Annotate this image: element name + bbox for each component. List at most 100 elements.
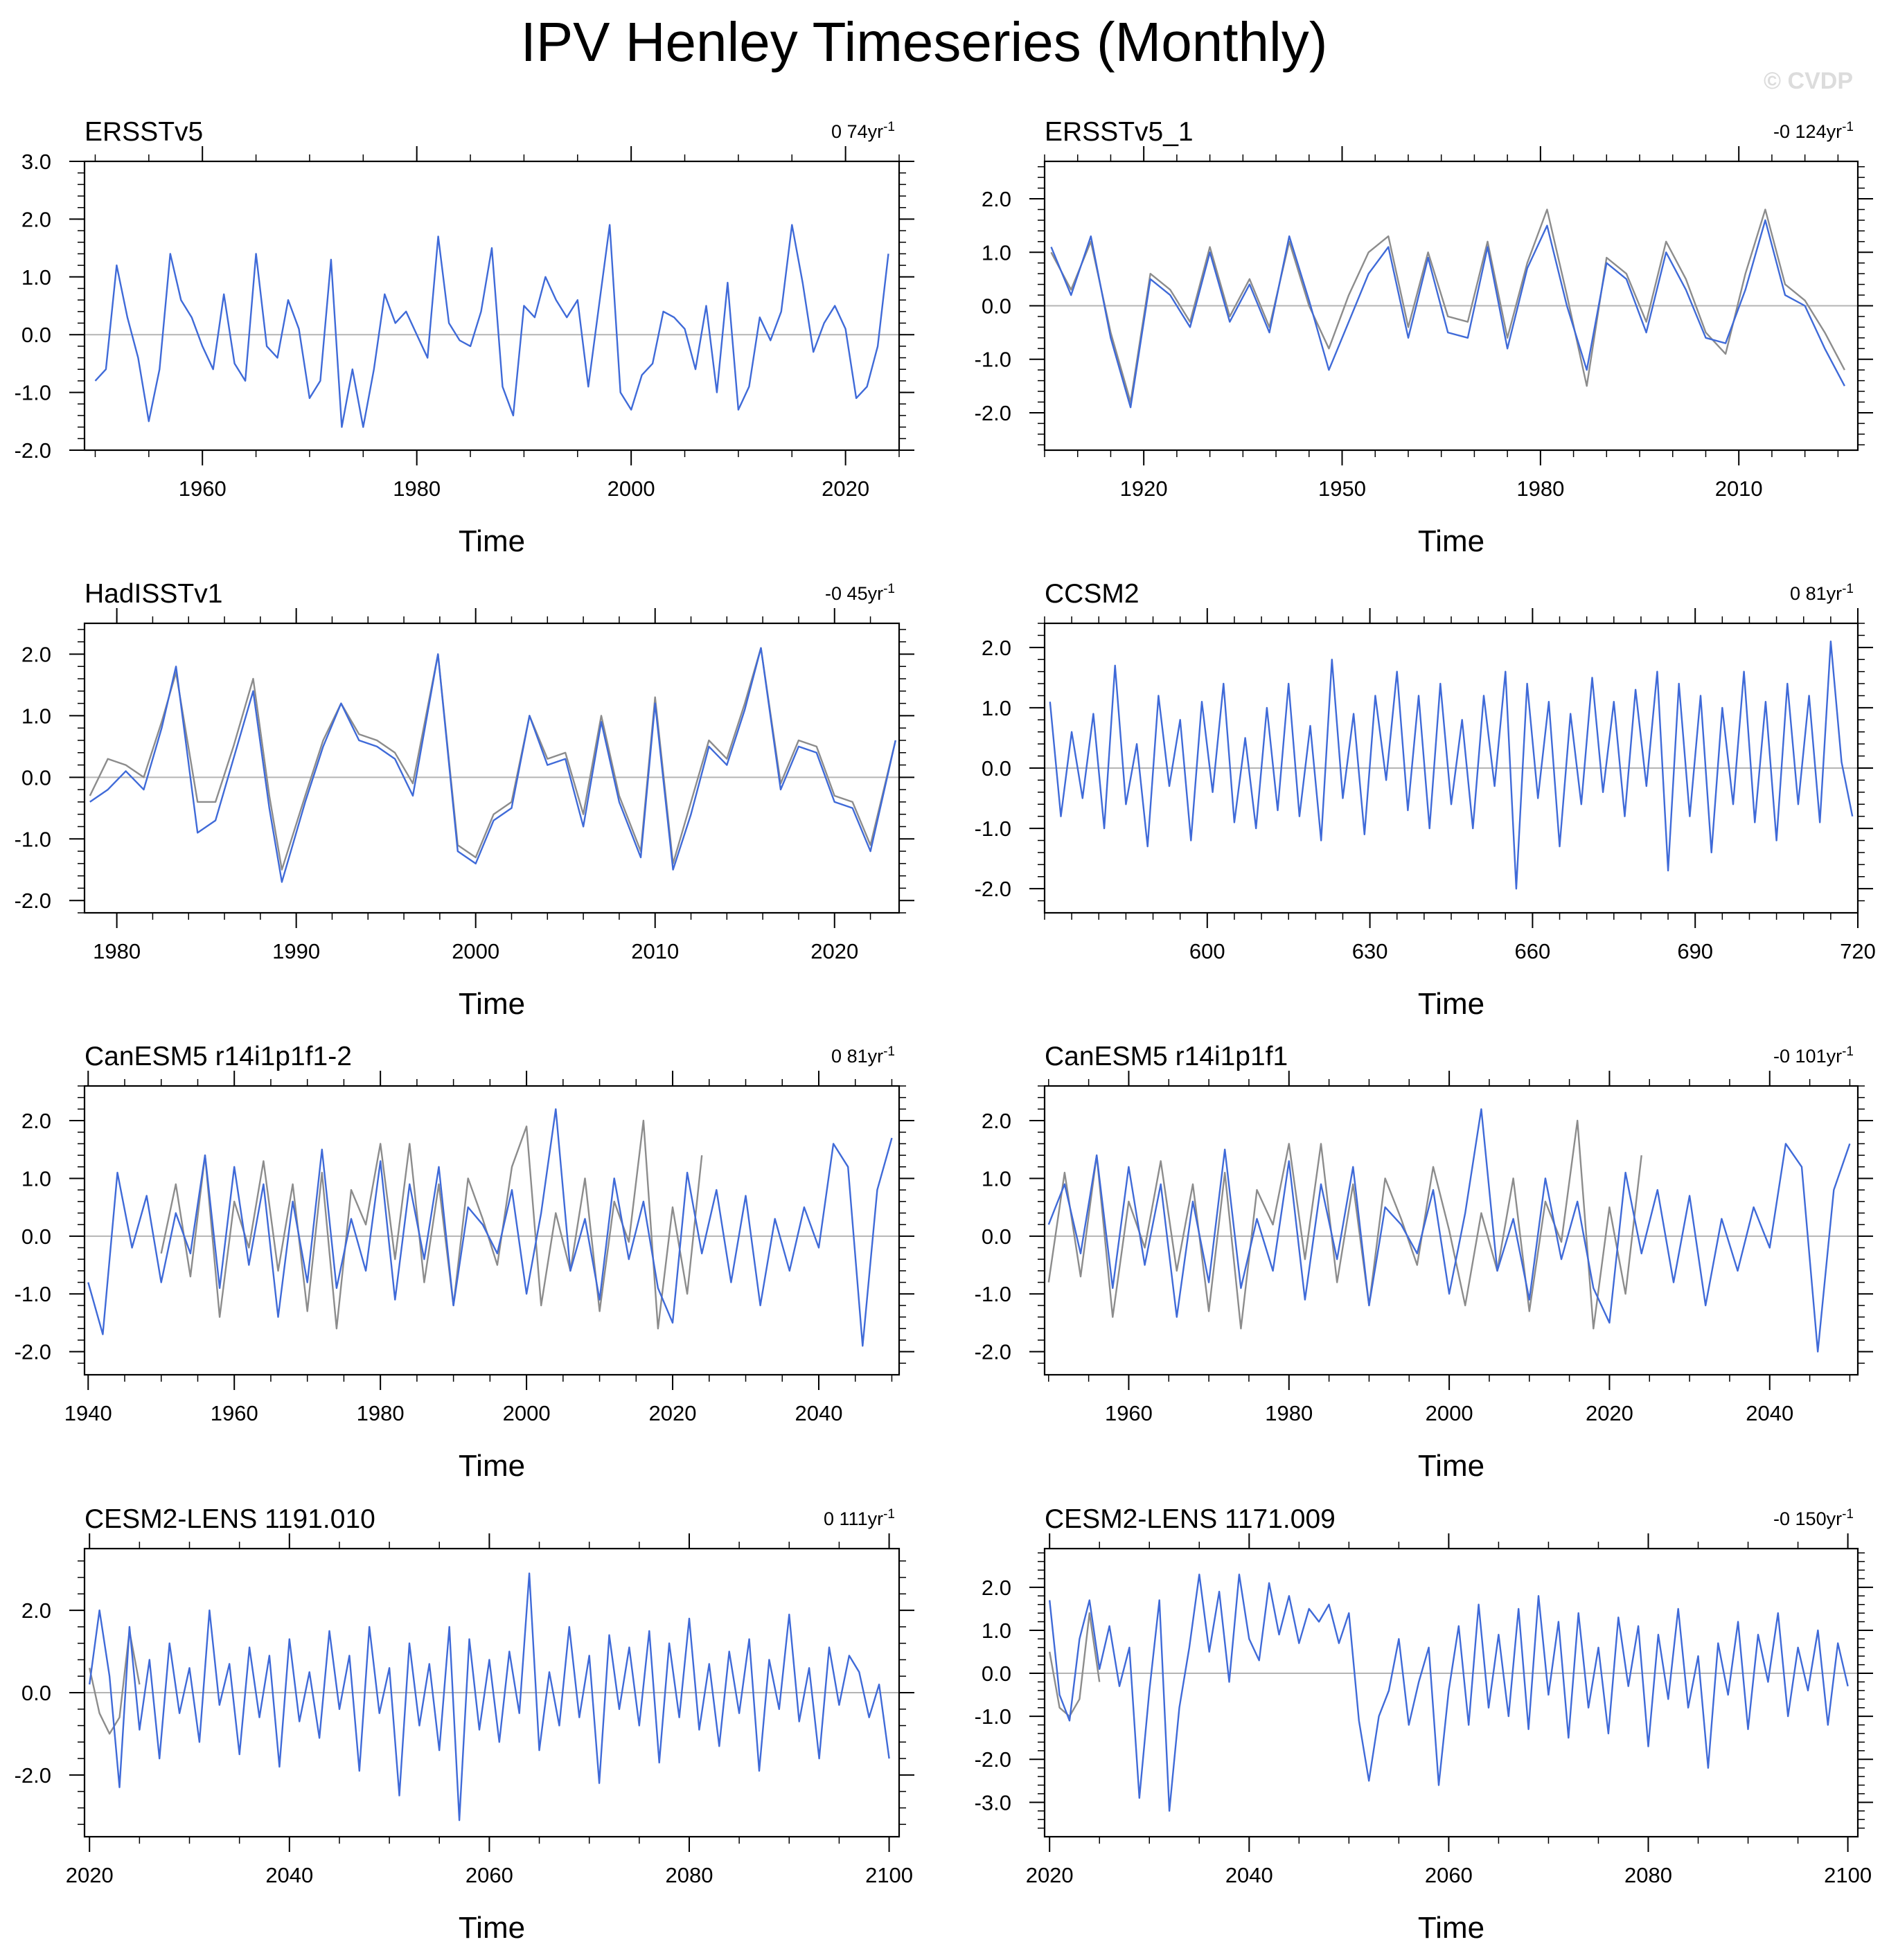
x-tick-label: 2020 bbox=[66, 1863, 114, 1887]
y-tick-label: 2.0 bbox=[21, 207, 51, 231]
x-tick-label: 2080 bbox=[665, 1863, 713, 1887]
cvdp-watermark: © CVDP bbox=[1764, 68, 1853, 94]
y-tick-label: 1.0 bbox=[982, 1619, 1011, 1643]
panel-5: CanESM5 r14i1p1f1-2 0 81yr-1 1940 1960 1980 2… bbox=[15, 1042, 914, 1483]
figure-title: IPV Henley Timeseries (Monthly) bbox=[521, 11, 1328, 73]
y-tick-label: -2.0 bbox=[975, 1340, 1011, 1364]
x-tick-label: 2020 bbox=[810, 939, 858, 963]
x-tick-label: 2040 bbox=[1746, 1401, 1793, 1425]
y-tick-label: -2.0 bbox=[975, 1747, 1011, 1772]
trend-exponent: -1 bbox=[883, 120, 895, 134]
x-tick-label: 2020 bbox=[1026, 1863, 1074, 1887]
series-line bbox=[1049, 640, 1854, 890]
x-tick-label: 2060 bbox=[465, 1863, 513, 1887]
trend-exponent: -1 bbox=[1842, 582, 1854, 596]
trend-value: 0 81yr bbox=[1790, 583, 1842, 604]
trend-value: 0 111yr bbox=[824, 1508, 883, 1529]
comparison-series-line bbox=[160, 1119, 703, 1330]
panel-8: CESM2-LENS 1171.009 -0 150yr-1 2020 2040 206… bbox=[975, 1504, 1873, 1945]
trend-value: -0 45yr bbox=[825, 583, 883, 604]
x-tick-label: 1950 bbox=[1318, 476, 1366, 501]
x-tick-label: 630 bbox=[1352, 939, 1388, 963]
x-tick-label: 690 bbox=[1677, 939, 1713, 963]
y-tick-label: 0.0 bbox=[982, 1224, 1011, 1249]
plot-frame bbox=[1043, 622, 1859, 914]
x-tick-label: 1940 bbox=[64, 1401, 112, 1425]
trend-value: -0 150yr bbox=[1773, 1508, 1842, 1529]
trend-label: -0 124yr-1 bbox=[1773, 120, 1854, 142]
x-tick-label: 2100 bbox=[1824, 1863, 1872, 1887]
series-line bbox=[94, 224, 889, 428]
plot-frame bbox=[83, 622, 901, 914]
y-tick-label: 2.0 bbox=[982, 636, 1011, 660]
y-tick-label: 1.0 bbox=[982, 696, 1011, 720]
trend-label: 0 74yr-1 bbox=[831, 120, 895, 142]
panel-title: CCSM2 bbox=[1045, 579, 1139, 609]
comparison-series-line bbox=[89, 647, 896, 871]
y-tick-label: -1.0 bbox=[15, 827, 51, 851]
panel-2: ERSSTv5_1 -0 124yr-1 1920 1950 1980 2010 -2.0 -… bbox=[975, 117, 1873, 558]
plot-frame bbox=[83, 1547, 901, 1838]
x-tick-label: 1960 bbox=[179, 476, 227, 501]
y-tick-label: 2.0 bbox=[21, 1598, 51, 1623]
x-axis-label: Time bbox=[1418, 987, 1484, 1021]
plot-frame bbox=[1043, 1547, 1859, 1838]
x-tick-label: 1990 bbox=[272, 939, 320, 963]
x-axis-label: Time bbox=[459, 987, 525, 1021]
y-tick-label: 0.0 bbox=[21, 1681, 51, 1705]
x-tick-label: 1920 bbox=[1120, 476, 1168, 501]
x-tick-label: 2100 bbox=[865, 1863, 913, 1887]
trend-value: -0 124yr bbox=[1773, 121, 1842, 142]
x-tick-label: 2000 bbox=[1426, 1401, 1473, 1425]
x-tick-label: 2020 bbox=[1586, 1401, 1633, 1425]
y-tick-label: -3.0 bbox=[975, 1790, 1011, 1815]
trend-exponent: -1 bbox=[883, 1044, 895, 1059]
y-tick-label: 1.0 bbox=[982, 1166, 1011, 1191]
y-tick-label: 1.0 bbox=[21, 1166, 51, 1191]
y-tick-label: -1.0 bbox=[975, 1704, 1011, 1729]
x-tick-label: 2000 bbox=[608, 476, 655, 501]
x-tick-label: 1980 bbox=[93, 939, 141, 963]
y-tick-label: -2.0 bbox=[15, 1340, 51, 1364]
trend-label: 0 111yr-1 bbox=[824, 1507, 895, 1529]
y-tick-label: -1.0 bbox=[15, 1282, 51, 1306]
y-tick-label: -2.0 bbox=[975, 877, 1011, 901]
y-tick-label: -2.0 bbox=[975, 401, 1011, 425]
x-tick-label: 600 bbox=[1189, 939, 1225, 963]
panel-title: CanESM5 r14i1p1f1 bbox=[1045, 1042, 1288, 1071]
x-axis-label: Time bbox=[1418, 1911, 1484, 1945]
x-axis-label: Time bbox=[1418, 1449, 1484, 1483]
panel-1: ERSSTv5 0 74yr-1 1960 1980 2000 2020 -2.0 -1.0 0… bbox=[15, 117, 914, 558]
panel-title: CESM2-LENS 1191.010 bbox=[85, 1504, 375, 1534]
panel-7: CESM2-LENS 1191.010 0 111yr-1 2020 2040 2060… bbox=[15, 1504, 914, 1945]
series-line bbox=[1049, 1574, 1849, 1812]
comparison-series-line bbox=[1049, 1612, 1101, 1718]
trend-exponent: -1 bbox=[883, 582, 895, 596]
x-tick-label: 1960 bbox=[1105, 1401, 1153, 1425]
y-tick-label: -1.0 bbox=[975, 1282, 1011, 1306]
x-tick-label: 2020 bbox=[649, 1401, 697, 1425]
x-tick-label: 2010 bbox=[1715, 476, 1763, 501]
y-tick-label: -1.0 bbox=[975, 348, 1011, 372]
trend-exponent: -1 bbox=[883, 1507, 895, 1522]
plot-frame bbox=[1043, 1085, 1859, 1376]
x-tick-label: 2020 bbox=[822, 476, 869, 501]
y-tick-label: 0.0 bbox=[982, 1661, 1011, 1686]
x-tick-label: 1980 bbox=[1265, 1401, 1313, 1425]
x-tick-label: 2040 bbox=[795, 1401, 842, 1425]
plot-frame bbox=[1043, 160, 1859, 452]
series-line bbox=[1047, 1108, 1851, 1353]
trend-label: 0 81yr-1 bbox=[1790, 582, 1854, 604]
y-tick-label: -1.0 bbox=[15, 381, 51, 405]
y-tick-label: 1.0 bbox=[21, 265, 51, 289]
x-tick-label: 2000 bbox=[503, 1401, 551, 1425]
comparison-series-line bbox=[1047, 1119, 1642, 1330]
y-tick-label: -1.0 bbox=[975, 817, 1011, 841]
y-tick-label: 2.0 bbox=[982, 1576, 1011, 1600]
x-tick-label: 2010 bbox=[631, 939, 679, 963]
trend-exponent: -1 bbox=[1842, 1507, 1854, 1522]
y-tick-label: -2.0 bbox=[15, 438, 51, 463]
trend-exponent: -1 bbox=[1842, 120, 1854, 134]
x-axis-label: Time bbox=[459, 524, 525, 558]
y-tick-label: -2.0 bbox=[15, 1763, 51, 1788]
